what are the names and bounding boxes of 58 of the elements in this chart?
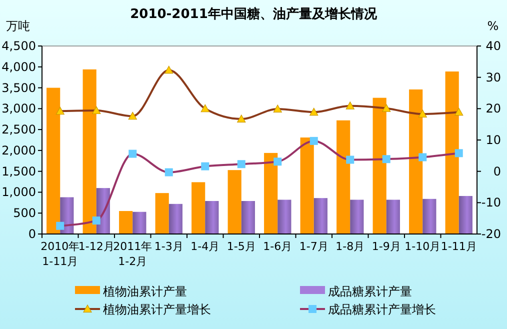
y2-tick-label: -20: [481, 227, 501, 241]
bar: [445, 71, 459, 234]
bar: [458, 196, 472, 234]
bar: [46, 88, 60, 234]
x-tick-label: 1-4月: [190, 240, 220, 253]
bar: [228, 170, 242, 234]
y-tick-label: 3,500: [2, 80, 36, 95]
bar: [264, 152, 278, 234]
x-tick-label: 1-12月: [78, 240, 114, 253]
x-tick-label: 1-3月: [154, 240, 184, 253]
bar: [409, 89, 423, 234]
x-tick-label: 2011年1-2月: [113, 240, 152, 268]
y2-tick-label: 20: [486, 102, 501, 116]
bar: [132, 212, 146, 234]
y-tick-label: 3,000: [2, 102, 36, 116]
legend-label: 植物油累计产量: [103, 284, 187, 298]
legend-label: 成品糖累计产量: [328, 284, 412, 298]
x-tick-label: 1-9月: [372, 240, 401, 253]
x-tick-label: 2010年1-11月: [40, 240, 80, 268]
y2-axis-title: %: [487, 19, 499, 33]
bar: [119, 211, 133, 234]
y-tick-label: 1,500: [2, 164, 36, 178]
y-axis-title: 万吨: [6, 19, 30, 33]
bar: [300, 137, 314, 234]
y-tick-label: 4,500: [2, 39, 36, 53]
bar: [205, 200, 219, 234]
bar: [422, 198, 436, 234]
y2-tick-label: 40: [486, 39, 501, 53]
x-tick-label: 1-11月: [440, 240, 477, 253]
y-tick-label: 1,000: [2, 185, 36, 200]
y-tick-label: 500: [13, 206, 36, 220]
x-tick-label: 1-10月: [404, 240, 441, 253]
x-tick-label: 1-7月: [299, 240, 328, 253]
y2-tick-label: -10: [481, 196, 501, 210]
bar: [386, 200, 400, 234]
y2-tick-label: 10: [486, 133, 501, 147]
bar: [241, 200, 255, 234]
x-tick-label: 1-6月: [263, 240, 292, 253]
legend-label: 植物油累计产量增长: [103, 302, 211, 316]
y-tick-label: 2,000: [2, 143, 36, 158]
legend-label: 成品糖累计产量增长: [328, 302, 436, 316]
bar: [314, 198, 328, 234]
bar: [278, 200, 292, 234]
y2-tick-label: 30: [486, 70, 501, 84]
bar: [372, 98, 386, 234]
bar: [168, 204, 182, 234]
y-tick-label: 2,500: [2, 122, 36, 137]
x-tick-label: 1-5月: [226, 240, 256, 253]
bar: [155, 193, 169, 234]
x-tick-label: 1-8月: [336, 240, 365, 253]
bar: [336, 120, 350, 234]
y-tick-label: 4,000: [2, 60, 36, 74]
chart-title: 2010-2011年中国糖、油产量及增长情况: [130, 6, 378, 22]
bar: [82, 69, 96, 234]
bar: [192, 182, 206, 234]
y-tick-label: 0: [28, 227, 36, 241]
y2-tick-label: 0: [493, 164, 501, 178]
bar: [350, 200, 364, 234]
